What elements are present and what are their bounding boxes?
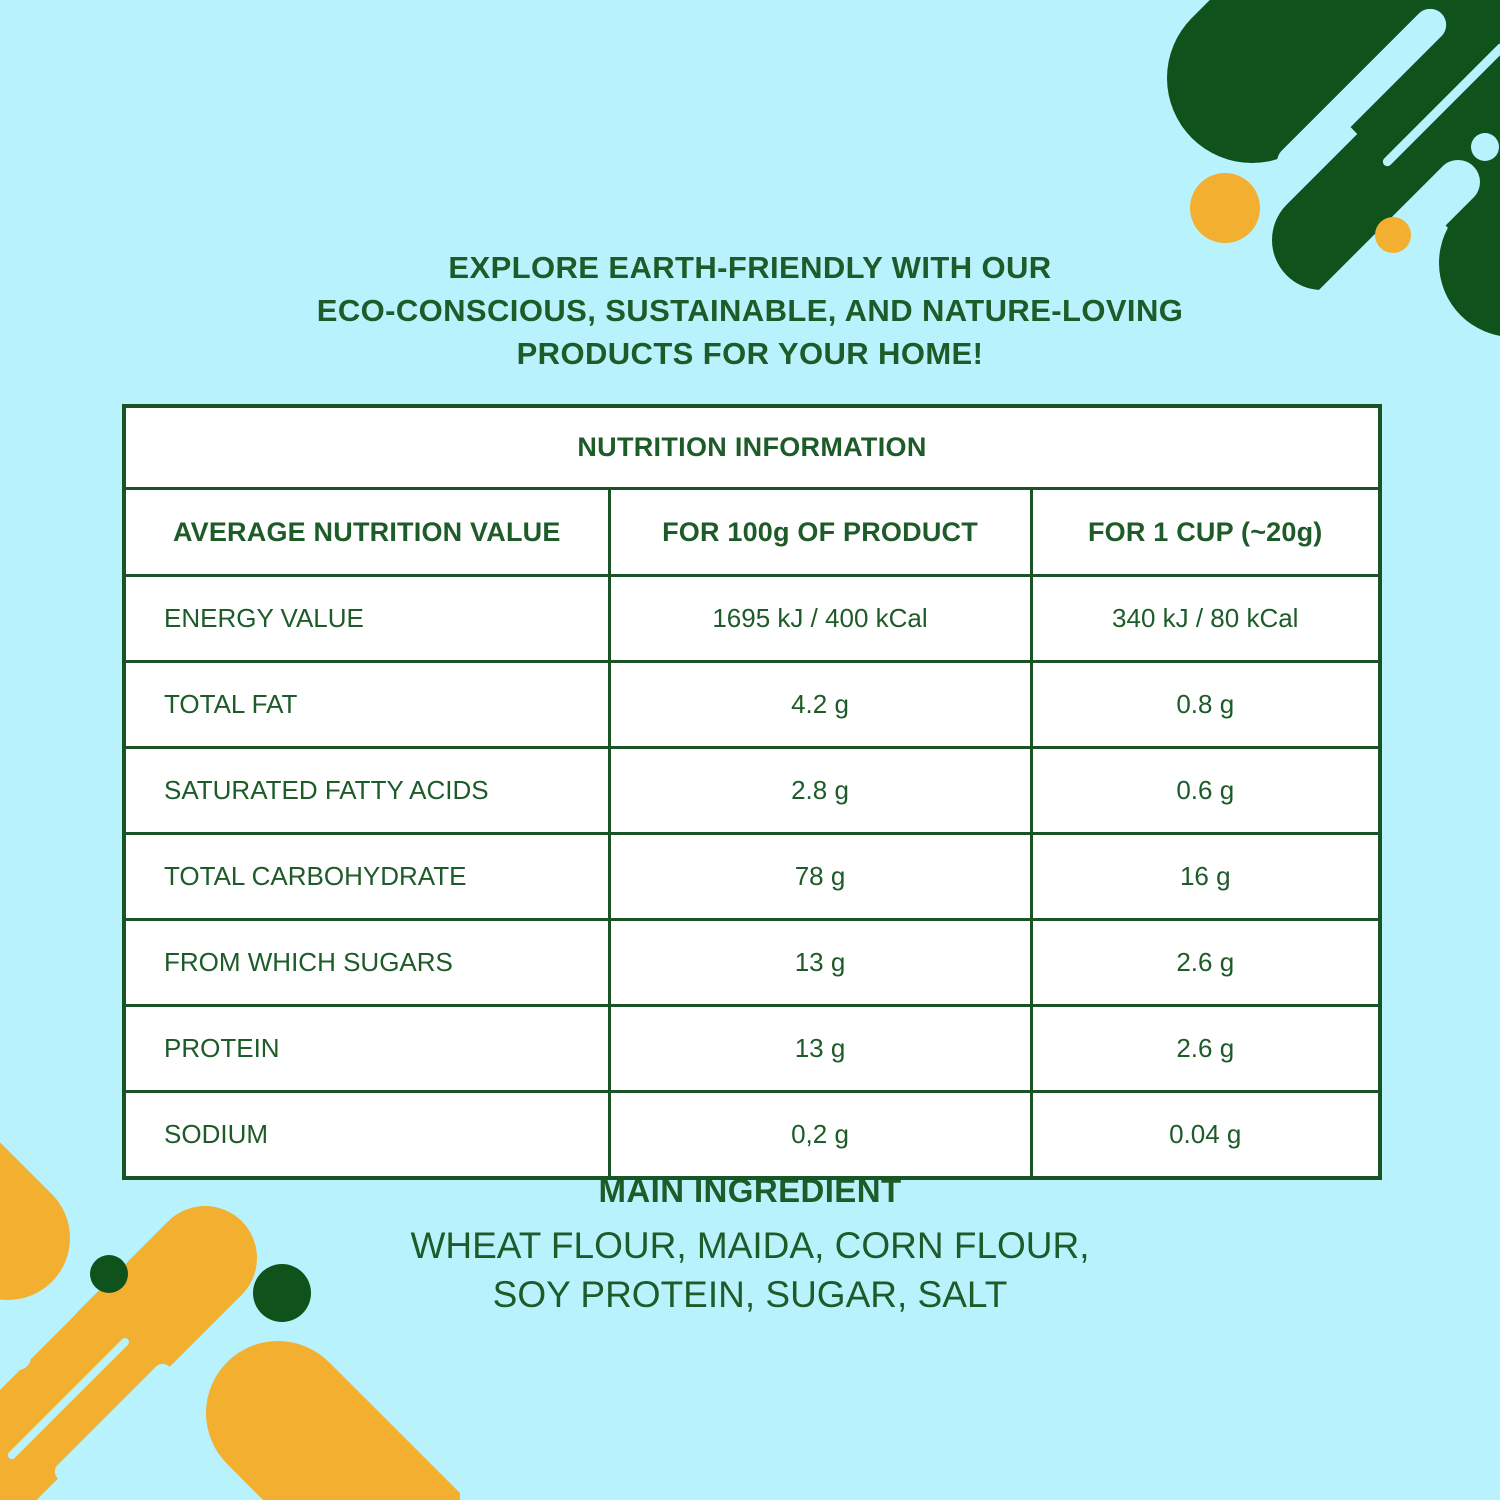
row-per100g-cell: 13 g bbox=[607, 1004, 1033, 1093]
column-header-per-cup: FOR 1 CUP (~20g) bbox=[1029, 487, 1382, 577]
background-capsule-cutouts bbox=[1262, 8, 1500, 360]
row-per100g-cell: 4.2 g bbox=[607, 660, 1033, 749]
green-accent-circles bbox=[90, 1255, 311, 1322]
row-label-cell: TOTAL FAT bbox=[122, 660, 611, 749]
row-percup-cell: 2.6 g bbox=[1029, 1004, 1382, 1093]
yellow-accent-circles bbox=[1190, 173, 1411, 253]
nutrition-table: NUTRITION INFORMATION AVERAGE NUTRITION … bbox=[122, 404, 1382, 1180]
table-row: SODIUM 0,2 g 0.04 g bbox=[122, 1090, 1382, 1180]
column-header-per-100g: FOR 100g OF PRODUCT bbox=[607, 487, 1033, 577]
row-percup-cell: 0.6 g bbox=[1029, 746, 1382, 835]
intro-headline: EXPLORE EARTH-FRIENDLY WITH OUR ECO-CONS… bbox=[0, 246, 1500, 375]
row-percup-cell: 2.6 g bbox=[1029, 918, 1382, 1007]
table-title: NUTRITION INFORMATION bbox=[122, 404, 1382, 490]
intro-line-2: ECO-CONSCIOUS, SUSTAINABLE, AND NATURE-L… bbox=[316, 293, 1184, 328]
table-row: TOTAL CARBOHYDRATE 78 g 16 g bbox=[122, 832, 1382, 921]
row-per100g-cell: 78 g bbox=[607, 832, 1033, 921]
row-label-cell: SODIUM bbox=[122, 1090, 611, 1180]
intro-line-3: PRODUCTS FOR YOUR HOME! bbox=[516, 336, 984, 371]
intro-line-1: EXPLORE EARTH-FRIENDLY WITH OUR bbox=[448, 250, 1052, 285]
column-header-nutrient: AVERAGE NUTRITION VALUE bbox=[122, 487, 611, 577]
row-per100g-cell: 2.8 g bbox=[607, 746, 1033, 835]
row-percup-cell: 0.8 g bbox=[1029, 660, 1382, 749]
row-label-cell: PROTEIN bbox=[122, 1004, 611, 1093]
table-title-row: NUTRITION INFORMATION bbox=[122, 404, 1382, 490]
ingredient-list: WHEAT FLOUR, MAIDA, CORN FLOUR, SOY PROT… bbox=[0, 1221, 1500, 1319]
top-right-blob-decoration bbox=[1167, 0, 1500, 360]
row-per100g-cell: 1695 kJ / 400 kCal bbox=[607, 574, 1033, 663]
table-row: TOTAL FAT 4.2 g 0.8 g bbox=[122, 660, 1382, 749]
green-blob-shapes bbox=[1167, 0, 1500, 336]
row-percup-cell: 340 kJ / 80 kCal bbox=[1029, 574, 1382, 663]
row-label-cell: SATURATED FATTY ACIDS bbox=[122, 746, 611, 835]
table-header-row: AVERAGE NUTRITION VALUE FOR 100g OF PROD… bbox=[122, 487, 1382, 577]
table-row: SATURATED FATTY ACIDS 2.8 g 0.6 g bbox=[122, 746, 1382, 835]
table-row: PROTEIN 13 g 2.6 g bbox=[122, 1004, 1382, 1093]
row-label-cell: FROM WHICH SUGARS bbox=[122, 918, 611, 1007]
table-row: FROM WHICH SUGARS 13 g 2.6 g bbox=[122, 918, 1382, 1007]
row-per100g-cell: 13 g bbox=[607, 918, 1033, 1007]
ingredient-line-2: SOY PROTEIN, SUGAR, SALT bbox=[492, 1274, 1008, 1315]
bottom-left-blob-decoration bbox=[0, 1100, 460, 1500]
row-label-cell: TOTAL CARBOHYDRATE bbox=[122, 832, 611, 921]
background-capsule-cutouts bbox=[0, 1286, 173, 1497]
row-per100g-cell: 0,2 g bbox=[607, 1090, 1033, 1180]
row-label-cell: ENERGY VALUE bbox=[122, 574, 611, 663]
row-percup-cell: 0.04 g bbox=[1029, 1090, 1382, 1180]
table-row: ENERGY VALUE 1695 kJ / 400 kCal 340 kJ /… bbox=[122, 574, 1382, 663]
row-percup-cell: 16 g bbox=[1029, 832, 1382, 921]
ingredient-line-1: WHEAT FLOUR, MAIDA, CORN FLOUR, bbox=[410, 1225, 1090, 1266]
